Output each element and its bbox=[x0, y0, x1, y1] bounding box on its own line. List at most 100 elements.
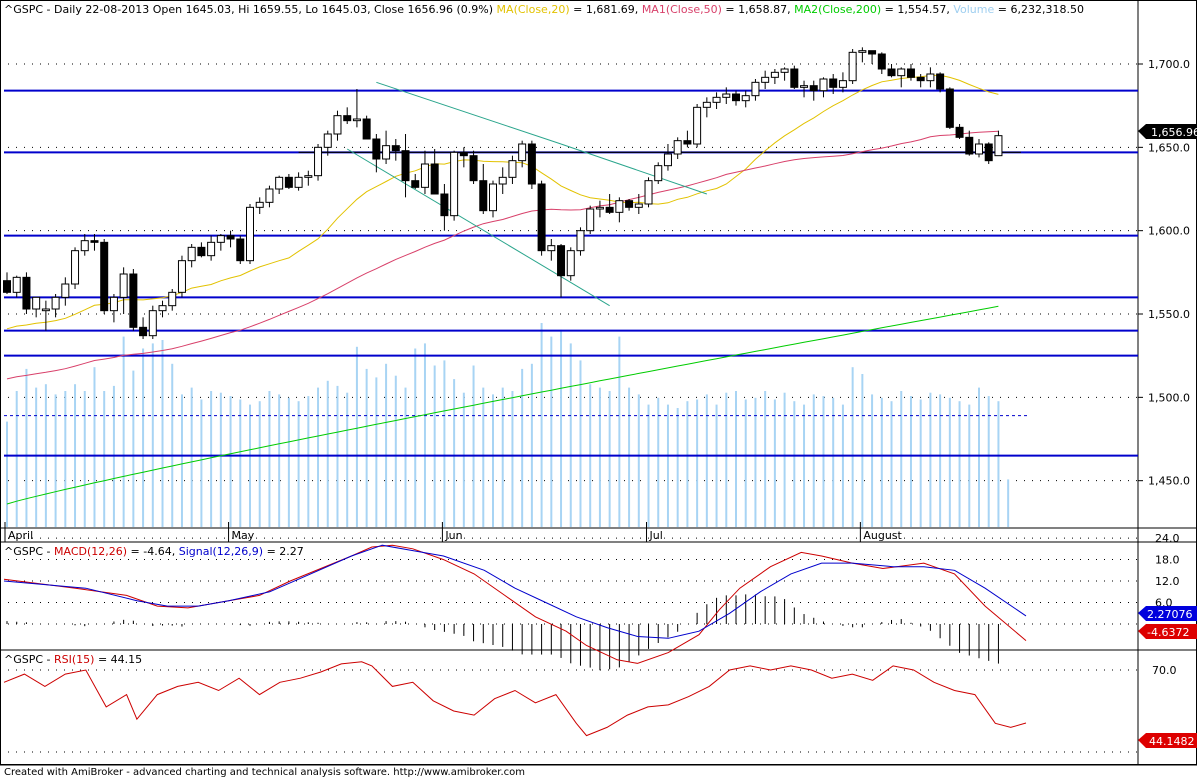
candle-down bbox=[829, 78, 838, 88]
candlesticks bbox=[3, 47, 1003, 340]
volume-bar bbox=[492, 394, 494, 527]
candle-down bbox=[284, 176, 293, 188]
candle-down bbox=[965, 136, 974, 155]
volume-bar bbox=[64, 391, 67, 527]
horizontal-support-lines bbox=[4, 89, 1138, 457]
volume-bar bbox=[744, 399, 747, 527]
candle-up bbox=[177, 260, 186, 293]
volume-bar bbox=[521, 368, 524, 527]
volume-bar bbox=[725, 392, 728, 527]
candle-down bbox=[955, 126, 964, 138]
volume-bar bbox=[443, 360, 446, 527]
volume-bar bbox=[832, 397, 835, 527]
volume-bar bbox=[210, 391, 213, 527]
volume-bar bbox=[637, 394, 640, 527]
candle-up bbox=[780, 68, 789, 73]
trendline bbox=[376, 81, 562, 145]
volume-bar bbox=[861, 374, 864, 527]
volume-bar bbox=[433, 365, 436, 527]
candle-up bbox=[275, 176, 284, 190]
volume-bar bbox=[268, 391, 271, 527]
month-label: Jun bbox=[444, 529, 462, 542]
candle-up bbox=[741, 95, 750, 102]
volume-bar bbox=[900, 391, 903, 527]
volume-bar bbox=[54, 394, 57, 527]
volume-bar bbox=[628, 387, 631, 527]
candle-up bbox=[654, 165, 663, 182]
candle-down bbox=[139, 326, 148, 337]
volume-bar bbox=[997, 401, 1000, 527]
candle-up bbox=[109, 296, 118, 312]
macd-y-label: 24.0 bbox=[1155, 532, 1180, 545]
volume-bar bbox=[978, 387, 980, 527]
signal-line bbox=[3, 544, 1027, 639]
candle-up bbox=[702, 101, 711, 108]
svg-text:2.27076: 2.27076 bbox=[1147, 608, 1193, 621]
candle-up bbox=[819, 78, 828, 92]
volume-bar bbox=[6, 421, 8, 527]
candle-up bbox=[61, 283, 70, 298]
volume-bar bbox=[326, 380, 329, 527]
volume-bar bbox=[871, 394, 874, 527]
candle-down bbox=[683, 140, 692, 145]
trendline bbox=[346, 148, 610, 307]
volume-bar bbox=[180, 394, 183, 527]
month-label: April bbox=[8, 529, 33, 542]
volume-bar bbox=[579, 360, 582, 527]
candle-down bbox=[537, 183, 546, 252]
candle-down bbox=[401, 150, 410, 182]
signal-value-tag: 2.27076 bbox=[1138, 606, 1197, 621]
ma200-line bbox=[6, 305, 999, 505]
volume-bar bbox=[297, 401, 300, 527]
macd-y-label: 12.0 bbox=[1155, 575, 1180, 588]
candle-up bbox=[304, 175, 313, 178]
volume-bar bbox=[890, 401, 893, 527]
volume-bar bbox=[803, 404, 806, 527]
candle-up bbox=[858, 50, 867, 53]
candle-down bbox=[625, 200, 634, 208]
candle-down bbox=[916, 76, 925, 82]
y-tick-label: 1,450.0 bbox=[1148, 475, 1190, 488]
volume-bar bbox=[822, 396, 825, 527]
y-tick-label: 1,700.0 bbox=[1148, 58, 1190, 71]
volume-bar bbox=[560, 329, 563, 527]
candle-up bbox=[119, 273, 128, 298]
volume-bar bbox=[764, 391, 767, 527]
candle-up bbox=[722, 93, 731, 98]
y-tick-label: 1,500.0 bbox=[1148, 391, 1190, 404]
candle-down bbox=[790, 68, 799, 88]
candle-up bbox=[673, 140, 682, 155]
x-axis-months: April May Jun Jul August bbox=[4, 522, 903, 542]
candle-down bbox=[129, 273, 138, 328]
rsi-line bbox=[3, 661, 1027, 737]
y-tick-label: 1,550.0 bbox=[1148, 308, 1190, 321]
candle-up bbox=[634, 203, 643, 208]
volume-bar bbox=[229, 396, 232, 527]
volume-bar bbox=[385, 363, 388, 527]
candle-down bbox=[809, 85, 818, 92]
candle-down bbox=[887, 68, 896, 77]
month-label: Jul bbox=[649, 529, 663, 542]
candle-down bbox=[343, 115, 352, 122]
candle-up bbox=[168, 291, 177, 307]
volume-bar bbox=[939, 394, 942, 527]
candle-up bbox=[352, 118, 361, 122]
candle-down bbox=[906, 68, 915, 78]
candle-up bbox=[255, 201, 264, 208]
candle-up bbox=[644, 180, 653, 205]
volume-bar bbox=[929, 392, 932, 527]
volume-bar bbox=[35, 387, 38, 527]
candle-up bbox=[333, 115, 342, 135]
volume-bar bbox=[472, 365, 475, 527]
volume-bar bbox=[754, 397, 757, 527]
volume-bar bbox=[841, 404, 844, 527]
volume-bar bbox=[15, 391, 18, 527]
candle-up bbox=[508, 160, 517, 178]
candle-up bbox=[926, 73, 935, 82]
candle-down bbox=[868, 50, 877, 55]
volume-bar bbox=[987, 396, 990, 527]
candle-up bbox=[265, 188, 274, 203]
candle-down bbox=[236, 238, 245, 262]
volume-bar bbox=[968, 404, 971, 527]
volume-bars bbox=[6, 323, 1010, 527]
